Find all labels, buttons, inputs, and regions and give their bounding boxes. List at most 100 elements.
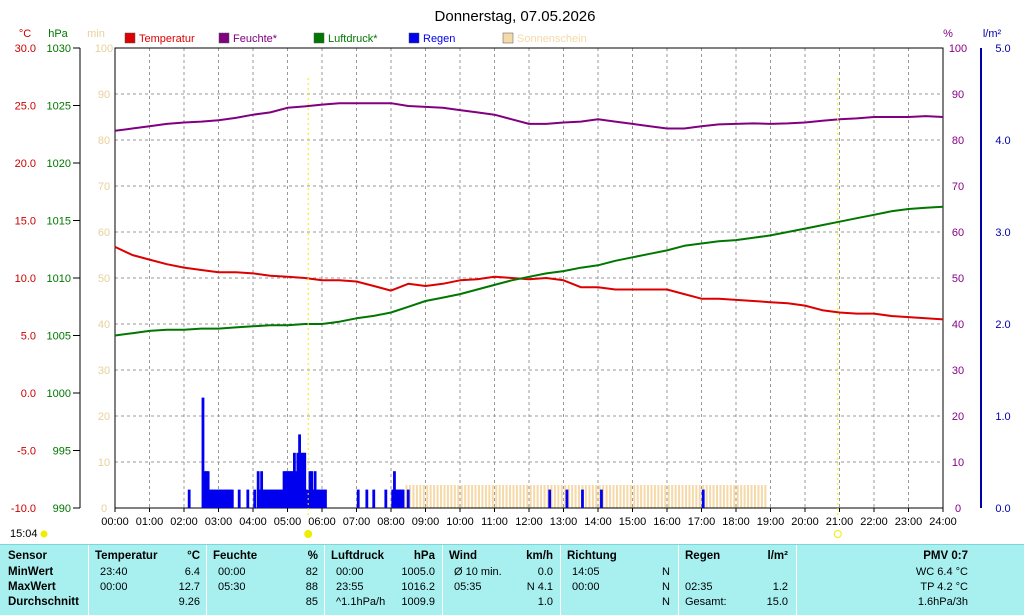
rain-bar [203,471,207,508]
stat-press-val: 1016.2 [401,581,435,593]
rain-bar [211,489,215,508]
sunshine-bar [691,485,694,508]
stat-temp-val: 12.7 [178,581,200,593]
rain-bar [291,471,295,508]
sunshine-bar [684,485,687,508]
x-axis-ticks: 00:00 01:00 02:00 03:00 04:00 05:00 06:00 07:00… [101,508,957,528]
sunshine-bar [602,485,605,508]
sunshine-bar [488,485,491,508]
temperature-tick-label: -10.0 [11,503,36,515]
sunshine-bar [512,485,515,508]
rain-bar [320,489,324,508]
header-pressure: Luftdruck [331,550,385,562]
legend-swatch [313,32,325,44]
rain-bar [399,489,403,508]
sunshine-bar [643,485,646,508]
sunshine-bar [484,485,487,508]
rain-bar [565,489,569,508]
column-divider [206,545,207,615]
sunshine-bar [440,485,443,508]
header-humidity: Feuchte [213,550,258,562]
sunshine-bar [571,485,574,508]
sunshine-bar [540,485,543,508]
rain-axis-line [980,48,982,508]
temperature-tick-label: -5.0 [17,446,36,458]
rain-bar [253,489,257,508]
sunshine-axis-unit: min [87,28,105,40]
sunshine-bar [502,485,505,508]
header-direction: Richtung [567,550,617,562]
x-tick-label: 19:00 [757,516,785,528]
header-temperature: Temperatur [95,550,158,562]
rain-bar [205,471,208,508]
x-tick-label: 14:00 [584,516,612,528]
rain-bar [317,489,320,508]
x-tick-label: 11:00 [481,516,508,528]
stat-rain-time: Gesamt: [685,596,727,608]
pressure-tick-label: 1010 [47,273,71,285]
humidity-tick-label: 40 [952,319,964,331]
sunshine-bar [591,485,594,508]
rain-bar [217,489,220,508]
column-divider [442,545,443,615]
rain-bar [272,489,276,508]
rain-bar [284,471,288,508]
rain-bar [324,489,327,508]
sunshine-bar [760,485,763,508]
rain-bar [201,397,205,508]
humidity-tick-label: 0 [955,503,961,515]
rain-tick-label: 3.0 [995,227,1010,239]
temperature-tick-label: 20.0 [15,158,36,170]
x-tick-label: 21:00 [826,516,854,528]
rain-bar [294,471,298,508]
stat-temp-time: 23:40 [100,566,128,578]
legend-label: Temperatur [139,33,195,45]
humidity-tick-label: 30 [952,365,964,377]
sunshine-bar [464,485,467,508]
sunshine-bar [636,485,639,508]
sunshine-bar [671,485,674,508]
rain-bar [406,489,410,508]
rain-bar [274,489,277,508]
rain-bar [289,471,293,508]
rain-bar [401,489,405,508]
sunshine-bar [574,485,577,508]
sunshine-tick-label: 30 [98,365,110,377]
rain-bar [365,489,369,508]
temperature-axis-unit: °C [19,28,31,40]
sunshine-bar [419,485,422,508]
humidity-tick-label: 10 [952,457,964,469]
rain-tick-label: 4.0 [995,135,1010,147]
rain-bar [305,489,308,508]
x-tick-label: 05:00 [274,516,302,528]
pressure-tick-label: 1000 [47,388,71,400]
rain-bar [210,489,213,508]
column-divider [88,545,89,615]
rain-bar [372,489,376,508]
x-tick-label: 24:00 [929,516,957,528]
pressure-tick-label: 990 [53,503,71,515]
rain-bar [277,489,281,508]
sunshine-tick-label: 40 [98,319,110,331]
sunshine-bar [678,485,681,508]
rain-bar [229,489,232,508]
sunshine-bar [450,485,453,508]
sunshine-bar [457,485,460,508]
chart-title: Donnerstag, 07.05.2026 [435,8,596,25]
sunshine-bar [664,485,667,508]
sunshine-bar [647,485,650,508]
rain-bar [548,489,552,508]
rain-bar [298,434,301,508]
sunshine-bar [426,485,429,508]
header-pmv: PMV 0:7 [923,550,968,562]
series-line-temperature [114,245,944,321]
sunshine-bar [553,485,556,508]
column-divider [678,545,679,615]
rain-bar [230,489,234,508]
series-line-humidity [114,102,944,132]
header-rain: Regen [685,550,721,562]
sunshine-bar [446,485,449,508]
rain-bar [268,489,272,508]
rain-bar [322,489,326,508]
rain-tick-label: 2.0 [995,319,1010,331]
